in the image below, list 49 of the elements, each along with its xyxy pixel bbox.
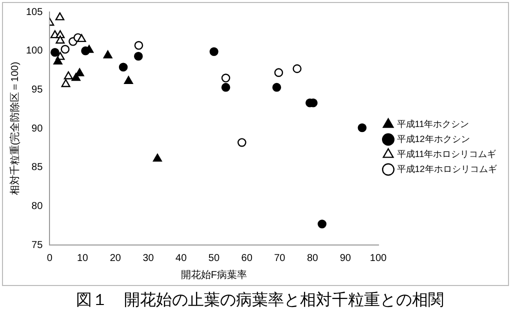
point [71, 72, 80, 81]
point [210, 47, 218, 56]
y-tick-label: 90 [32, 123, 44, 134]
y-tick-label: 95 [32, 84, 44, 96]
point [237, 138, 246, 147]
point [134, 40, 144, 50]
point [118, 62, 128, 72]
x-tick-label: 80 [306, 252, 319, 264]
y-tick-label: 80 [32, 200, 44, 212]
point [221, 82, 230, 92]
x-tick-label: 60 [241, 252, 253, 264]
legend-label: 平成11年ホクシン [396, 118, 470, 129]
y-tick-label: 75 [32, 240, 44, 251]
point [318, 220, 326, 228]
x-tick-label: 70 [274, 252, 286, 264]
x-tick-label: 90 [340, 252, 352, 264]
legend-label: 平成11年ホロシリコムギ [396, 148, 496, 159]
point [56, 36, 65, 44]
y-axis-title: 相対千粒重(完全防除区＝100) [8, 62, 21, 196]
x-tick-label: 0 [46, 252, 53, 264]
y-tick-label: 100 [26, 46, 44, 57]
x-tick-label: 50 [208, 252, 220, 264]
point [272, 82, 282, 92]
x-tick-label: 100 [370, 252, 388, 264]
x-tick-label: 30 [142, 252, 154, 264]
x-tick-label: 40 [176, 252, 188, 264]
y-tick-label: 85 [32, 162, 44, 174]
x-axis-title: 開花始F病葉率 [180, 268, 248, 281]
point [358, 123, 367, 132]
point [64, 71, 73, 80]
point [55, 12, 64, 20]
point [103, 50, 112, 58]
point [221, 74, 230, 82]
y-tick-label: 105 [26, 6, 44, 18]
point [61, 79, 70, 88]
point [274, 68, 284, 77]
point [124, 76, 134, 84]
x-tick-label: 10 [76, 252, 89, 264]
point [77, 34, 86, 42]
point [60, 44, 70, 54]
point [292, 64, 302, 74]
legend-label: 平成12年ホクシン [396, 134, 470, 144]
point [53, 56, 62, 65]
legend-label: 平成12年ホロシリコムギ [396, 164, 497, 174]
x-tick-label: 20 [110, 252, 122, 264]
point [134, 52, 143, 61]
point [50, 48, 60, 57]
point [152, 154, 162, 162]
caption: 図１ 開花始の止葉の病葉率と相対千粒重との相関 [75, 290, 445, 311]
